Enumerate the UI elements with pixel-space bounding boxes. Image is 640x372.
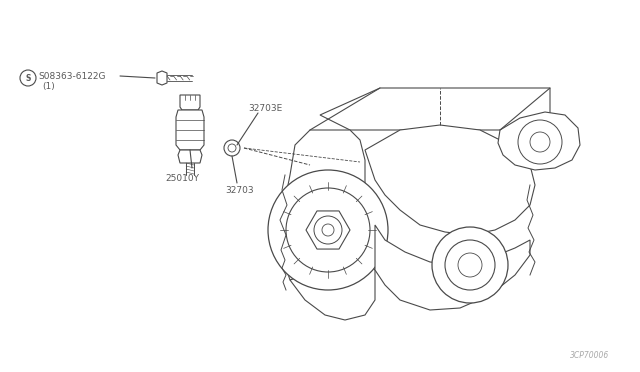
Polygon shape xyxy=(306,211,350,249)
Circle shape xyxy=(530,132,550,152)
Circle shape xyxy=(20,70,36,86)
Circle shape xyxy=(224,140,240,156)
Text: 25010Y: 25010Y xyxy=(165,173,199,183)
Polygon shape xyxy=(320,88,550,130)
Polygon shape xyxy=(283,130,365,280)
Circle shape xyxy=(314,216,342,244)
Polygon shape xyxy=(178,150,202,163)
Polygon shape xyxy=(176,110,204,150)
Polygon shape xyxy=(290,260,375,320)
Circle shape xyxy=(445,240,495,290)
Text: 32703: 32703 xyxy=(225,186,253,195)
Text: (1): (1) xyxy=(42,81,55,90)
Circle shape xyxy=(432,227,508,303)
Polygon shape xyxy=(365,125,535,235)
Circle shape xyxy=(458,253,482,277)
Circle shape xyxy=(268,170,388,290)
Polygon shape xyxy=(180,95,200,110)
Circle shape xyxy=(228,144,236,152)
Text: 32703E: 32703E xyxy=(248,103,282,112)
Circle shape xyxy=(286,188,370,272)
Polygon shape xyxy=(498,112,580,170)
Text: S: S xyxy=(26,74,31,83)
Circle shape xyxy=(518,120,562,164)
Polygon shape xyxy=(157,71,167,85)
Text: 3CP70006: 3CP70006 xyxy=(570,350,610,359)
Text: S08363-6122G: S08363-6122G xyxy=(38,71,106,80)
Polygon shape xyxy=(375,225,530,310)
Circle shape xyxy=(322,224,334,236)
